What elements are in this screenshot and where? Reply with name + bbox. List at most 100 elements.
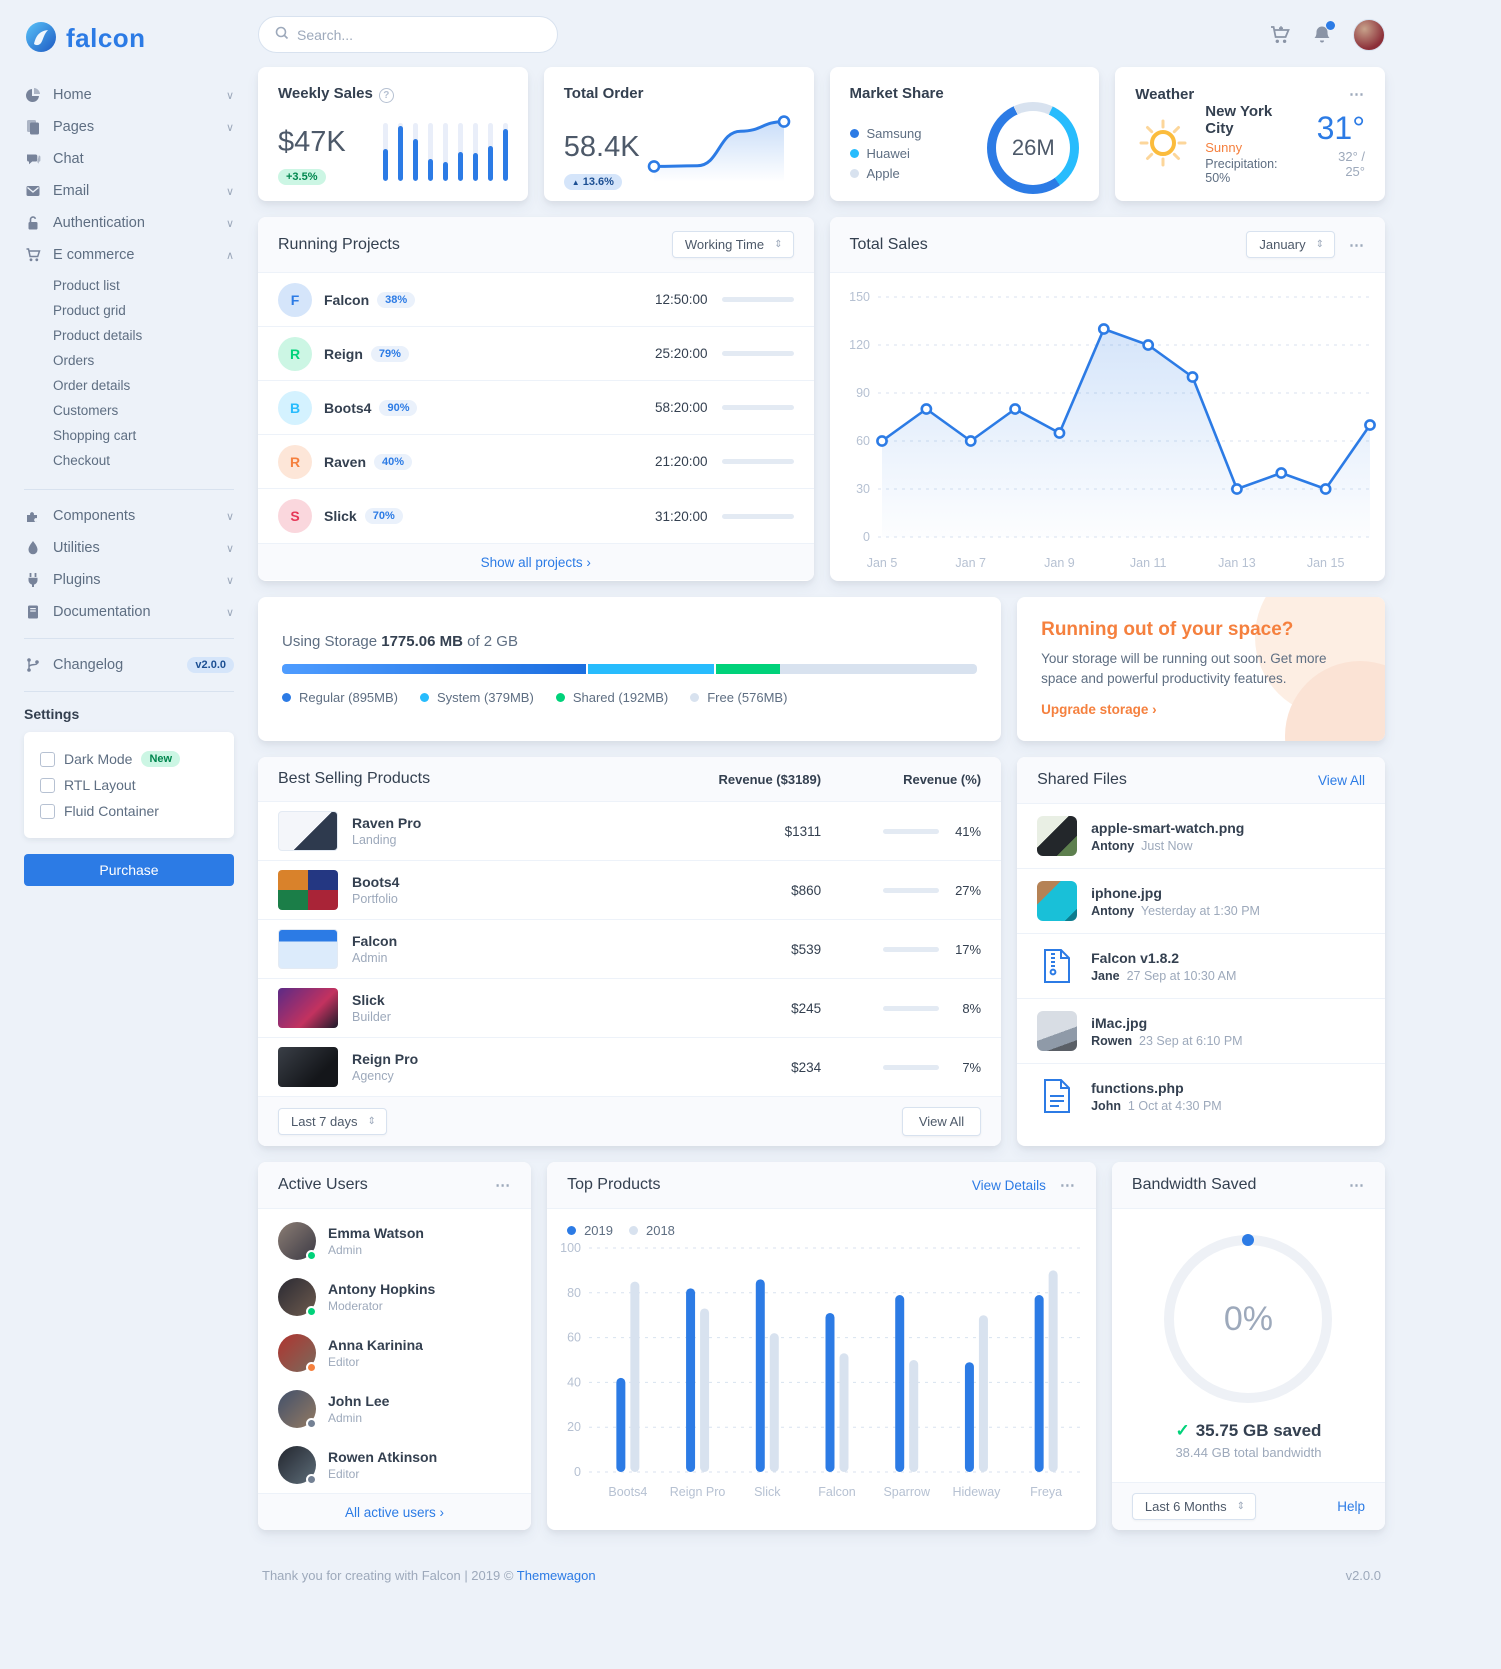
legend-regular: Regular (895MB): [282, 690, 398, 705]
all-active-users-link[interactable]: All active users ›: [345, 1505, 445, 1520]
checkbox[interactable]: [40, 803, 55, 819]
sidebar-item-order-details[interactable]: Order details: [53, 378, 131, 393]
themewagon-link[interactable]: Themewagon: [516, 1568, 596, 1583]
total-order-line-chart: [647, 115, 790, 182]
help-icon[interactable]: ?: [378, 88, 394, 103]
sidebar-item-plugins[interactable]: Plugins ∨: [24, 564, 234, 596]
last-6-months-select[interactable]: Last 6 Months ⇕: [1131, 1493, 1256, 1520]
legend-item-samsung: Samsung: [849, 126, 921, 141]
legend-item-huawei: Huawei: [849, 146, 922, 161]
sidebar-item-pages[interactable]: Pages ∨: [24, 111, 234, 143]
mini-bar: [397, 123, 403, 181]
sidebar-item-utilities[interactable]: Utilities ∨: [24, 532, 234, 564]
product-percent: 27%: [955, 882, 982, 898]
product-revenue: $245: [791, 1000, 822, 1016]
middle-row: Running Projects Working Time ⇕ F Falcon …: [258, 217, 1385, 581]
avatar: [278, 1278, 317, 1317]
status-dot: [306, 1250, 317, 1261]
svg-text:60: 60: [856, 434, 870, 448]
user-avatar[interactable]: [1353, 18, 1385, 51]
version-badge: v2.0.0: [187, 657, 234, 673]
status-dot: [306, 1418, 317, 1429]
sidebar-item-customers[interactable]: Customers: [53, 403, 119, 418]
market-share-donut-chart: 26M: [987, 102, 1080, 194]
fluid-container-toggle[interactable]: Fluid Container: [40, 798, 218, 824]
project-percent-badge: 90%: [379, 399, 418, 416]
bandwidth-saved-card: Bandwidth Saved ⋯ 0% ✓ 35.75 GB saved 38.…: [1111, 1162, 1385, 1530]
view-details-link[interactable]: View Details: [971, 1177, 1046, 1193]
project-time: 58:20:00: [654, 400, 708, 415]
svg-text:60: 60: [568, 1331, 582, 1345]
sidebar-item-email[interactable]: Email ∨: [24, 175, 234, 207]
sidebar-item-checkout[interactable]: Checkout: [53, 453, 111, 468]
total-sales-title: Total Sales: [849, 235, 928, 253]
view-all-link[interactable]: View All: [1317, 772, 1365, 788]
mini-bar: [382, 123, 388, 181]
sidebar-item-authentication[interactable]: Authentication ∨: [24, 207, 234, 239]
search-box[interactable]: [258, 16, 558, 53]
sidebar-item-chat[interactable]: Chat: [24, 143, 234, 175]
last-7-days-select[interactable]: Last 7 days ⇕: [278, 1108, 387, 1135]
sidebar-item-documentation[interactable]: Documentation ∨: [24, 596, 234, 628]
revenue-progress: [883, 887, 940, 893]
top-products-title: Top Products: [567, 1176, 661, 1193]
sort-arrows-icon: ⇕: [774, 238, 783, 250]
project-time: 31:20:00: [654, 508, 708, 524]
svg-text:Boots4: Boots4: [609, 1485, 648, 1499]
project-row-boots4: B Boots4 90% 58:20:00: [258, 381, 814, 435]
view-all-button[interactable]: View All: [901, 1107, 982, 1136]
dark-mode-toggle[interactable]: Dark Mode New: [40, 746, 218, 772]
checkbox[interactable]: [40, 751, 55, 767]
upgrade-storage-link[interactable]: Upgrade storage ›: [1041, 702, 1157, 718]
sidebar-item-shopping-cart[interactable]: Shopping cart: [53, 428, 137, 443]
search-input[interactable]: [297, 26, 541, 43]
plug-icon: [24, 572, 41, 588]
sidebar-item-components[interactable]: Components ∨: [24, 500, 234, 532]
chevron-down-icon: ∨: [225, 89, 234, 102]
project-initial: R: [278, 336, 312, 371]
best-selling-title: Best Selling Products: [278, 770, 431, 787]
sidebar-item-product-list[interactable]: Product list: [53, 278, 120, 293]
revenue-progress: [883, 828, 940, 834]
ellipsis-menu-icon[interactable]: ⋯: [1349, 236, 1365, 254]
storage-legend: Regular (895MB) System (379MB) Shared (1…: [282, 690, 977, 705]
file-thumbnail: [1037, 881, 1078, 921]
project-time: 25:20:00: [654, 346, 708, 361]
sidebar-item-changelog[interactable]: Changelog v2.0.0: [24, 649, 234, 681]
falcon-logo[interactable]: falcon: [24, 14, 234, 79]
svg-text:Freya: Freya: [1031, 1485, 1063, 1499]
zip-file-icon: [1037, 946, 1077, 986]
sidebar-item-orders[interactable]: Orders: [53, 353, 95, 368]
svg-text:Falcon: Falcon: [819, 1485, 857, 1499]
sidebar-item-product-grid[interactable]: Product grid: [53, 303, 126, 318]
product-row-raven-pro: Raven Pro Landing $1311 41%: [258, 802, 1002, 861]
sidebar-item-home[interactable]: Home ∨: [24, 79, 234, 111]
ellipsis-menu-icon[interactable]: ⋯: [1059, 1177, 1076, 1194]
purchase-button[interactable]: Purchase: [24, 854, 234, 886]
top-products-card: Top Products View Details ⋯ 2019 2018 0 2…: [547, 1162, 1096, 1530]
checkbox[interactable]: [40, 777, 55, 793]
project-initial: R: [278, 444, 312, 479]
mini-bar: [487, 123, 493, 181]
project-progress: [721, 459, 794, 464]
sidebar-item-product-details[interactable]: Product details: [53, 328, 143, 343]
bell-icon[interactable]: [1311, 20, 1335, 46]
show-all-projects-link[interactable]: Show all projects ›: [480, 555, 591, 570]
rtl-layout-toggle[interactable]: RTL Layout: [40, 772, 218, 798]
ellipsis-menu-icon[interactable]: ⋯: [1348, 1177, 1365, 1194]
month-select[interactable]: January ⇕: [1246, 231, 1335, 258]
weather-condition: Sunny: [1205, 140, 1243, 155]
ellipsis-menu-icon[interactable]: ⋯: [1349, 86, 1365, 103]
footer-version: v2.0.0: [1345, 1568, 1381, 1583]
sidebar-item-ecommerce[interactable]: E commerce ∧: [24, 239, 234, 271]
legend-shared: Shared (192MB): [555, 690, 668, 705]
help-link[interactable]: Help: [1337, 1499, 1365, 1514]
working-time-select[interactable]: Working Time ⇕: [671, 231, 794, 258]
svg-text:Sparrow: Sparrow: [884, 1485, 932, 1499]
project-initial: B: [278, 390, 312, 425]
ellipsis-menu-icon[interactable]: ⋯: [495, 1177, 512, 1194]
pages-icon: [24, 119, 41, 135]
cart-plus-icon[interactable]: [1269, 24, 1291, 46]
check-icon: ✓: [1175, 1421, 1190, 1440]
products-row: Best Selling Products Revenue ($3189) Re…: [258, 757, 1385, 1146]
